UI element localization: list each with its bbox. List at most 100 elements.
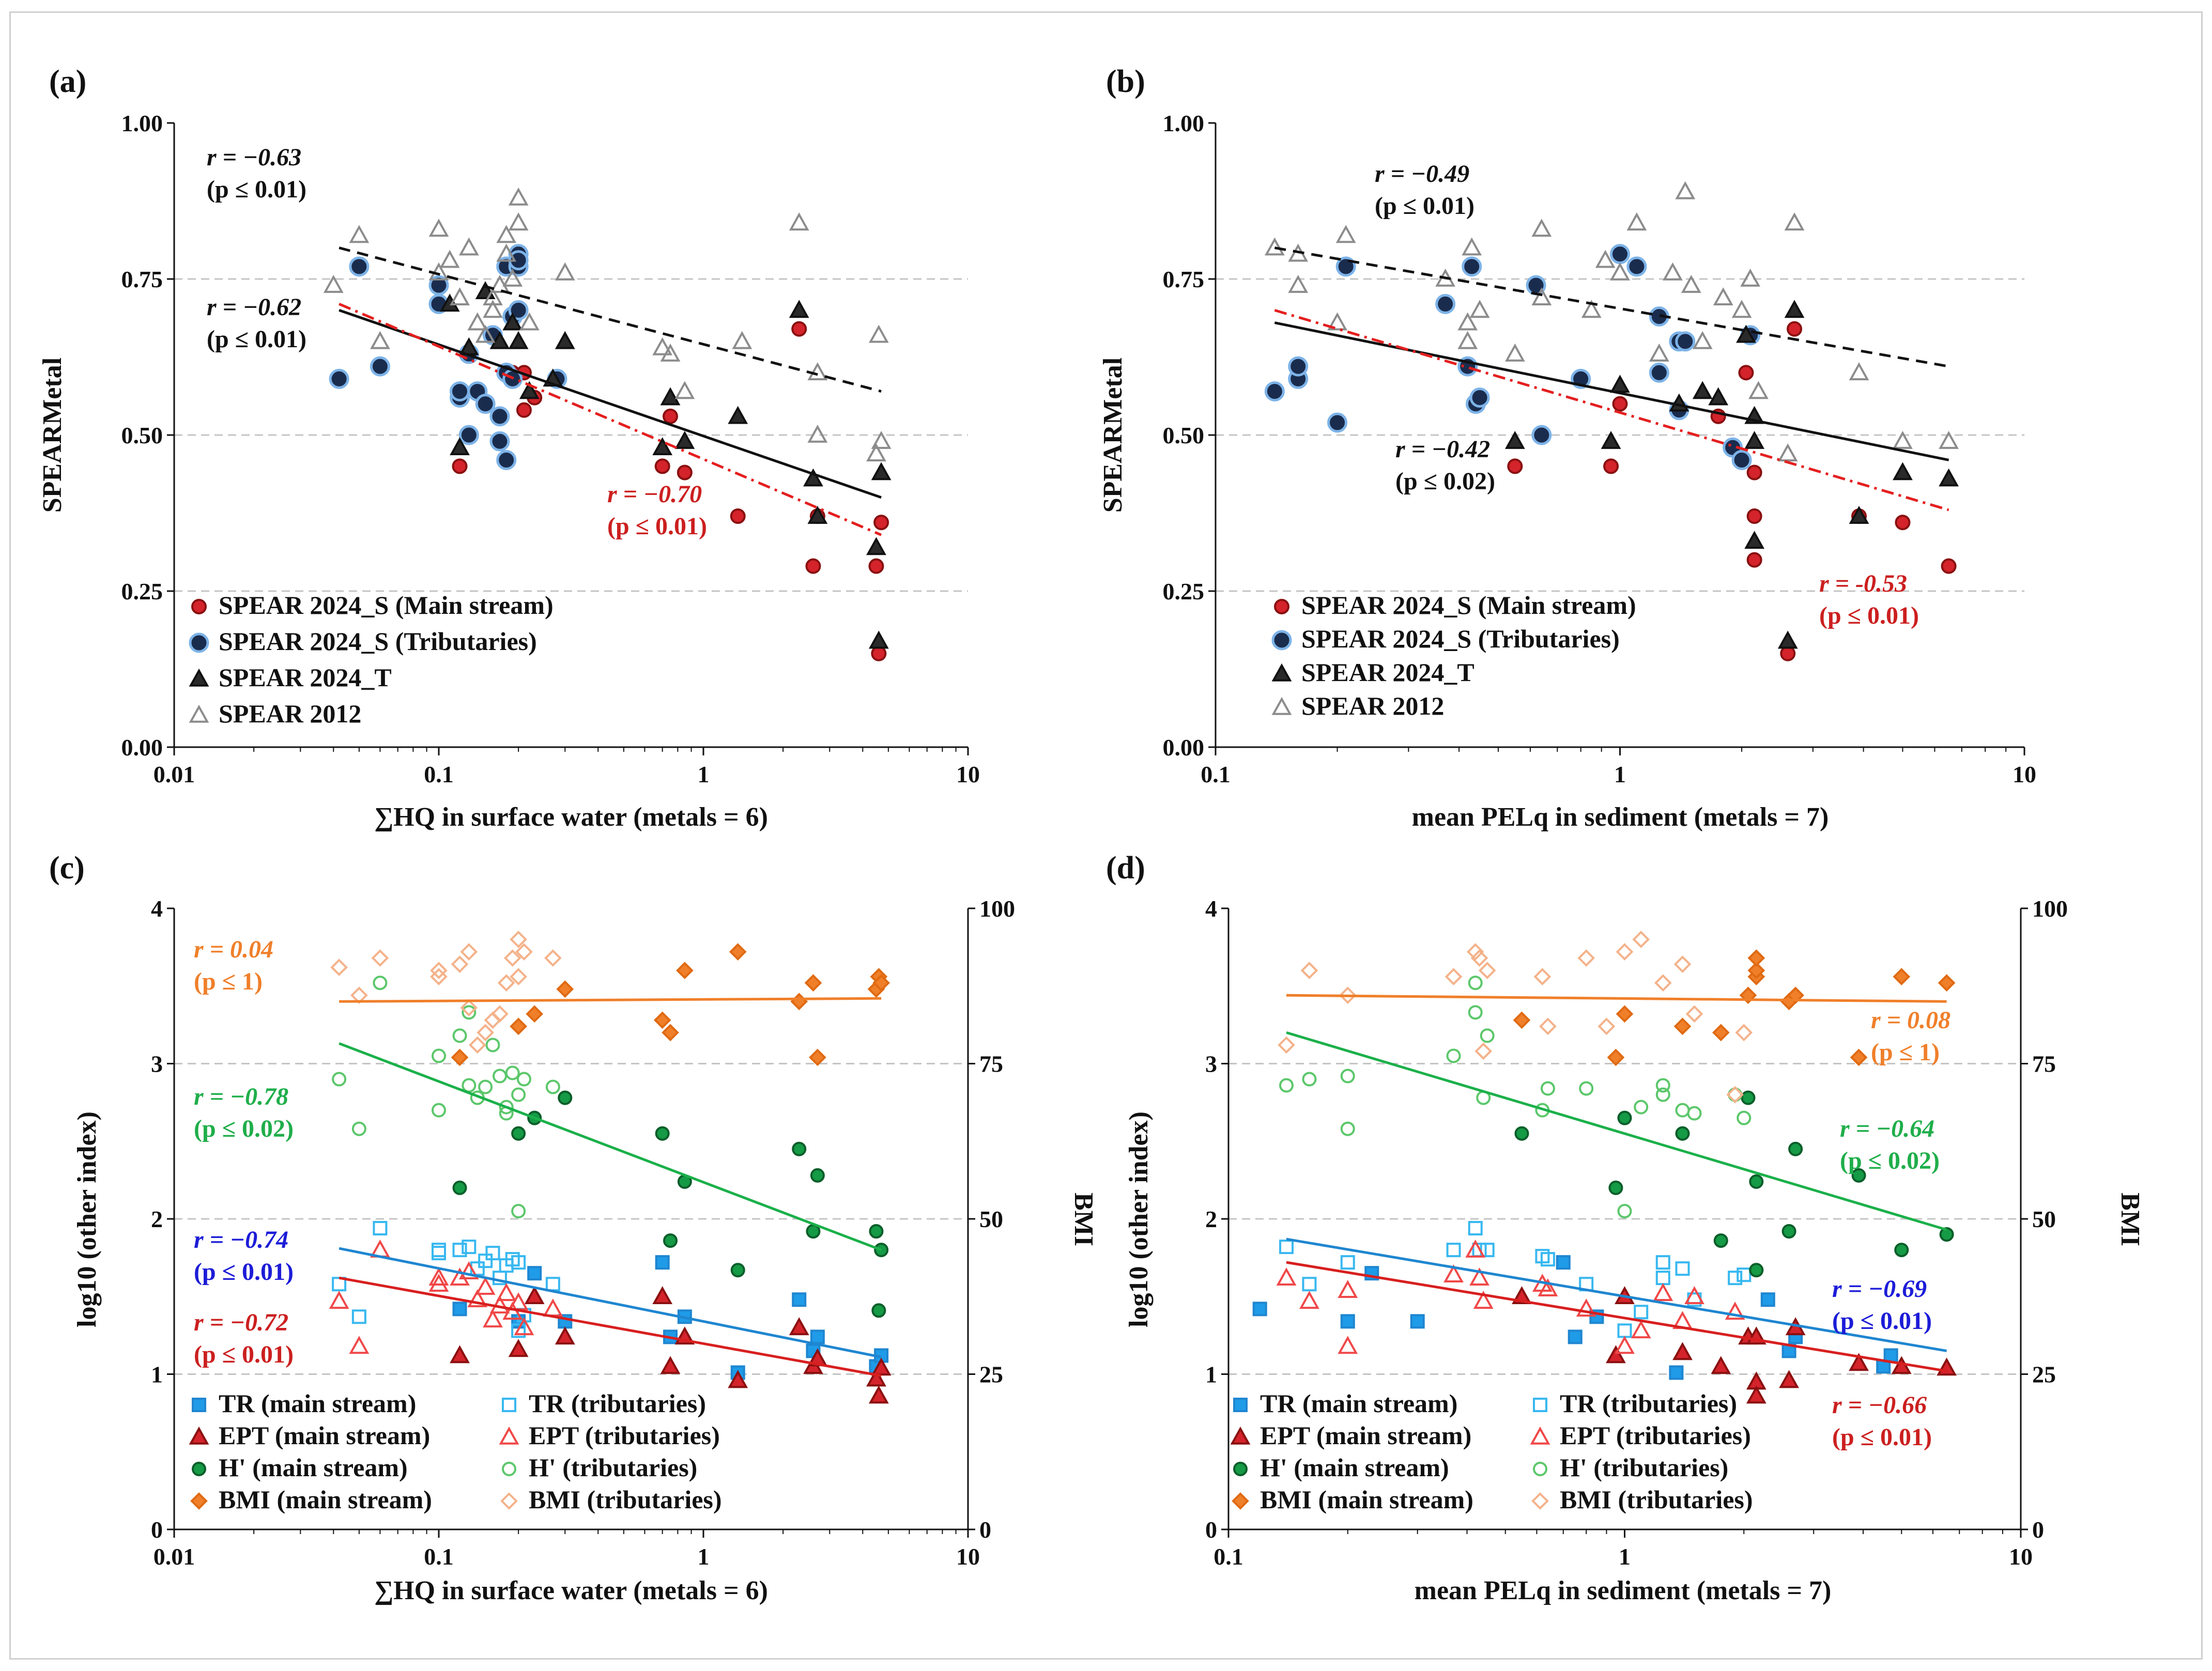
legend-marker	[1533, 1398, 1547, 1412]
data-point	[1607, 1048, 1625, 1066]
data-point	[1568, 1329, 1583, 1344]
legend-label: TR (tributaries)	[1560, 1389, 1737, 1418]
panel-label: (d)	[1106, 850, 1145, 886]
data-point	[1264, 237, 1285, 256]
legend-marker	[189, 1426, 209, 1445]
data-point	[1601, 430, 1621, 449]
data-point	[450, 1345, 470, 1364]
x-tick-label: 0.1	[1201, 761, 1231, 787]
data-point	[869, 1224, 884, 1239]
x-tick-label: 0.1	[1213, 1543, 1243, 1570]
legend-label: EPT (tributaries)	[529, 1421, 720, 1450]
trendline	[339, 309, 882, 499]
data-point	[1327, 412, 1348, 433]
correlation-p-label: (p ≤ 0.01)	[1819, 602, 1919, 629]
legend-marker	[1530, 1426, 1550, 1445]
data-point	[1288, 274, 1309, 293]
legend-label: BMI (tributaries)	[529, 1485, 722, 1514]
data-point	[458, 425, 479, 445]
data-point	[1339, 986, 1357, 1004]
legend-label: SPEAR 2024_T	[1301, 658, 1474, 687]
data-point	[1685, 1005, 1703, 1023]
data-point	[1938, 974, 1956, 992]
data-point	[1634, 1305, 1649, 1320]
data-point	[432, 1048, 446, 1063]
data-point	[1784, 300, 1805, 318]
correlation-p-label: (p ≤ 0.01)	[607, 513, 707, 540]
legend-marker	[1233, 1398, 1248, 1412]
y2-tick-label: 75	[979, 1051, 1003, 1077]
data-point	[1737, 1110, 1752, 1125]
legend-label: SPEAR 2012	[219, 699, 361, 728]
legend-label: SPEAR 2024_S (Main stream)	[1301, 591, 1636, 620]
legend-label: TR (main stream)	[1260, 1389, 1457, 1418]
data-point	[1675, 1261, 1690, 1276]
data-point	[1469, 388, 1490, 408]
trendline	[1274, 321, 1949, 461]
data-point	[1850, 1048, 1868, 1066]
data-point	[660, 343, 681, 362]
data-point	[511, 1323, 526, 1338]
data-point	[496, 243, 517, 262]
data-point	[332, 1072, 347, 1087]
data-point	[1264, 381, 1285, 401]
legend-label: TR (tributaries)	[529, 1389, 706, 1418]
data-point	[373, 1221, 388, 1236]
data-point	[1738, 365, 1754, 381]
data-point	[872, 974, 890, 992]
data-point	[654, 458, 670, 474]
data-point	[1626, 212, 1647, 231]
legend-marker	[499, 1426, 519, 1445]
legend-label: SPEAR 2024_S (Tributaries)	[1301, 624, 1620, 653]
x-tick-label: 1	[698, 1543, 710, 1570]
x-tick-label: 0.01	[153, 1543, 195, 1570]
correlation-r-label: r = −0.49	[1375, 160, 1469, 188]
panel-1: 0.00 0.25 0.50 0.75 1.00 0.1 1 10 mean PELq in s…	[1098, 64, 2036, 832]
data-point	[1747, 949, 1765, 967]
y-axis-title: log10 (other index)	[72, 1111, 102, 1327]
series-tr-tributaries-	[332, 1221, 560, 1338]
trendline	[1286, 994, 1947, 1003]
data-point	[1939, 468, 1959, 487]
data-point	[330, 958, 348, 977]
series-spear-2012	[1264, 181, 1959, 462]
legend-marker	[1274, 599, 1289, 614]
correlation-p-label: (p ≤ 1)	[1871, 1039, 1940, 1066]
data-point	[1579, 1081, 1594, 1096]
data-point	[1692, 381, 1713, 399]
data-point	[497, 974, 515, 992]
data-point	[1787, 321, 1803, 337]
data-point	[1478, 962, 1496, 980]
data-point	[652, 1286, 673, 1305]
data-point	[499, 1100, 514, 1115]
data-point	[1692, 331, 1713, 349]
data-point	[1617, 1323, 1632, 1338]
data-point	[516, 402, 532, 418]
data-point	[805, 558, 821, 574]
data-point	[527, 1266, 542, 1281]
correlation-p-label: (p ≤ 0.01)	[1375, 192, 1474, 220]
data-point	[1468, 976, 1483, 991]
data-point	[730, 1263, 745, 1278]
data-point	[1533, 968, 1552, 986]
x-axis-title: ∑HQ in surface water (metals = 6)	[374, 802, 768, 832]
y-tick-label: 4	[151, 895, 163, 922]
series-spear-2024-t	[439, 281, 892, 649]
data-point	[485, 1038, 500, 1053]
data-point	[462, 1005, 477, 1020]
data-point	[1626, 256, 1647, 277]
data-point	[1279, 1078, 1294, 1093]
data-point	[1556, 1255, 1571, 1270]
data-point	[1608, 1180, 1623, 1195]
correlation-p-label: (p ≤ 0.01)	[194, 1341, 294, 1368]
data-point	[1747, 962, 1765, 980]
data-point	[792, 1292, 807, 1307]
data-point	[1469, 300, 1490, 318]
data-point	[1445, 968, 1463, 986]
data-point	[1632, 931, 1650, 948]
data-point	[652, 337, 673, 355]
data-point	[489, 331, 510, 349]
legend-label: TR (main stream)	[219, 1389, 416, 1418]
data-point	[1741, 1090, 1756, 1105]
data-point	[511, 1255, 526, 1270]
